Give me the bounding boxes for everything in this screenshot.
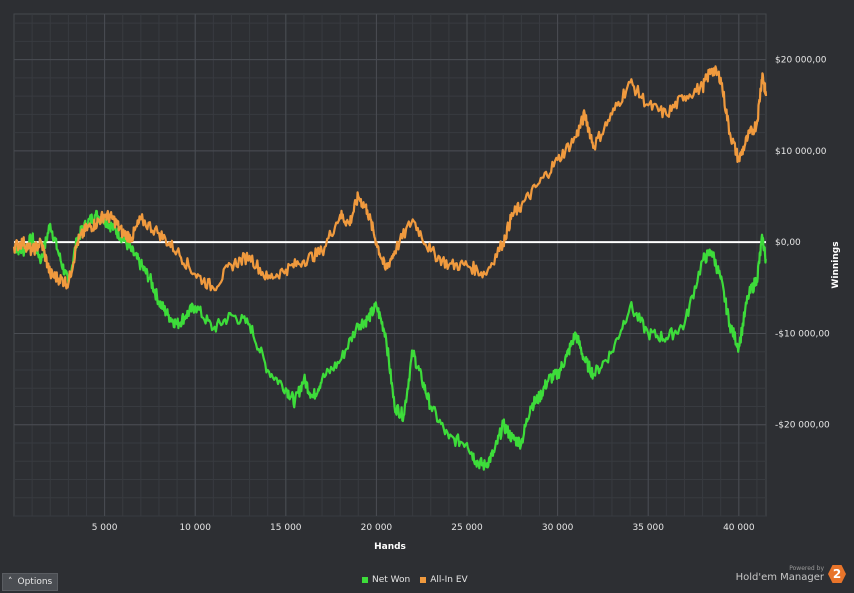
options-label: Options	[17, 577, 53, 587]
x-tick-label: 35 000	[632, 523, 664, 533]
legend-item-net-won[interactable]: Net Won	[362, 575, 410, 585]
series-line-all-in-ev	[12, 65, 768, 292]
legend-label-all-in-ev: All-In EV	[430, 575, 468, 585]
x-tick-label: 5 000	[92, 523, 118, 533]
x-tick-label: 15 000	[270, 523, 302, 533]
x-axis-ticks: 5 000 10 000 15 000 20 000 25 000 30 000 35 00…	[92, 523, 755, 533]
x-tick-label: 10 000	[179, 523, 211, 533]
y-axis-ticks: $20 000,00 $10 000,00 $0,00 -$10 000,00 -$20…	[775, 56, 830, 431]
y-tick-label: $20 000,00	[775, 56, 827, 66]
hm2-logo-icon: 2	[828, 565, 846, 583]
legend-item-all-in-ev[interactable]: All-In EV	[420, 575, 468, 585]
chevron-up-icon: ˄	[8, 577, 13, 587]
x-tick-label: 40 000	[723, 523, 755, 533]
product-name: Hold'em Manager	[735, 572, 824, 583]
series-layer	[12, 65, 768, 471]
legend-label-net-won: Net Won	[372, 575, 411, 585]
branding: Powered by Hold'em Manager 2	[736, 565, 846, 583]
legend: Net Won All-In EV	[362, 575, 468, 585]
winnings-chart: 5 000 10 000 15 000 20 000 25 000 30 000 35 00…	[12, 13, 841, 552]
grid	[14, 14, 766, 517]
legend-swatch-all-in-ev	[420, 577, 427, 583]
y-tick-label: -$10 000,00	[775, 329, 830, 339]
x-tick-label: 20 000	[361, 523, 393, 533]
y-tick-label: $10 000,00	[775, 147, 827, 157]
y-tick-label: $0,00	[775, 238, 801, 248]
x-tick-label: 25 000	[451, 523, 483, 533]
y-tick-label: -$20 000,00	[775, 421, 830, 431]
options-button[interactable]: ˄ Options	[2, 573, 58, 591]
powered-by-text: Powered by	[789, 565, 824, 572]
y-axis-title: Winnings	[831, 241, 841, 288]
series-line-net-won	[13, 209, 767, 471]
x-tick-label: 30 000	[542, 523, 574, 533]
x-axis-title: Hands	[374, 542, 406, 552]
legend-swatch-net-won	[362, 577, 368, 583]
